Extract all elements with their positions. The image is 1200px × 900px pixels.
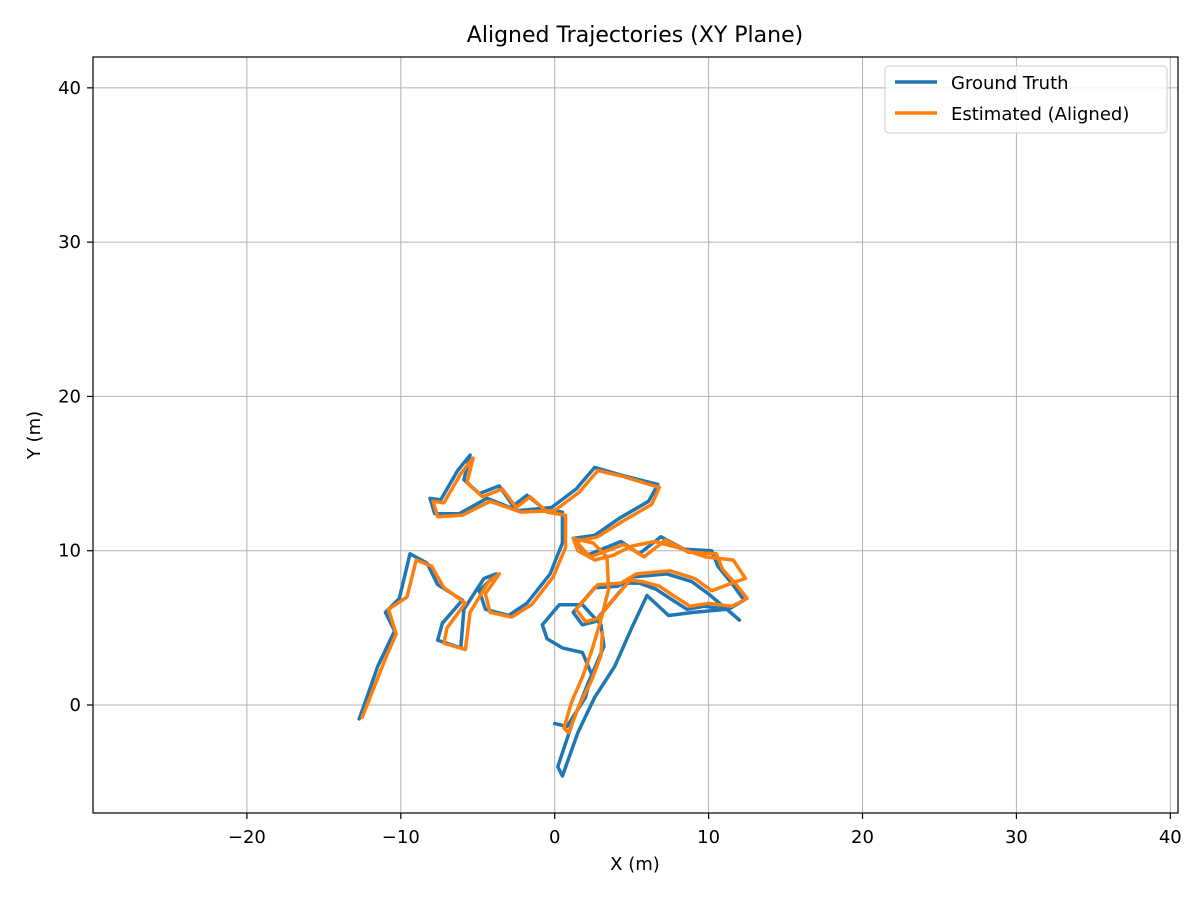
y-tick-label: 30 [58,232,81,253]
x-axis-label: X (m) [610,854,660,875]
plot-background [93,57,1178,813]
series-line-estimated-aligned [360,456,749,735]
legend-box [884,65,1168,134]
chart-title: Aligned Trajectories (XY Plane) [467,23,803,48]
x-tick-label: 20 [851,827,874,848]
legend-label-ground-truth: Ground Truth [951,73,1069,94]
series-layer [357,453,749,778]
y-tick-label: 40 [58,78,81,99]
y-axis-label: Y (m) [24,411,45,460]
axis-ticks: −20 −10 0 10 20 30 40 0 10 20 30 40 [58,78,1182,848]
legend-label-estimated-aligned: Estimated (Aligned) [951,104,1129,125]
y-tick-label: 0 [70,695,81,716]
x-tick-label: 10 [697,827,720,848]
x-tick-label: −10 [382,827,420,848]
y-tick-label: 20 [58,386,81,407]
x-tick-label: 40 [1159,827,1182,848]
legend: Ground Truth Estimated (Aligned) [884,65,1168,134]
y-tick-label: 10 [58,541,81,562]
plot-frame [92,56,1179,814]
x-tick-label: 30 [1005,827,1028,848]
x-tick-label: −20 [228,827,266,848]
x-tick-label: 0 [549,827,560,848]
